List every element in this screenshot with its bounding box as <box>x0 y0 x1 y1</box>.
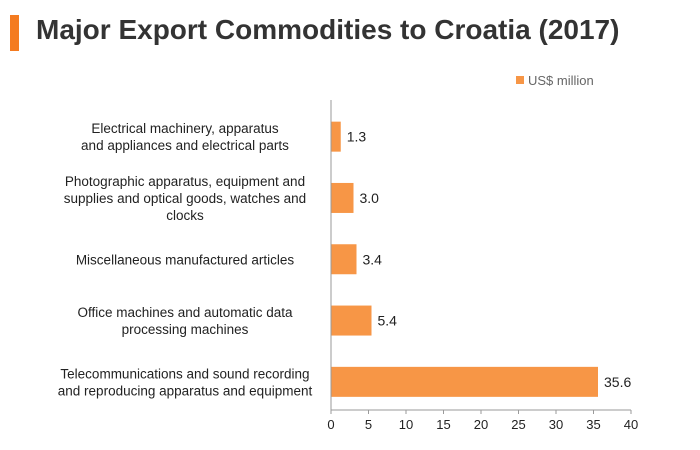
category-label-line: Office machines and automatic data <box>77 305 293 320</box>
x-tick-label: 30 <box>549 417 563 432</box>
chart-title: Major Export Commodities to Croatia (201… <box>36 14 620 45</box>
title-accent-bar <box>10 15 19 51</box>
category-label-line: processing machines <box>122 322 249 337</box>
x-tick-label: 40 <box>624 417 638 432</box>
x-tick-label: 0 <box>327 417 334 432</box>
data-label: 3.0 <box>360 190 380 206</box>
category-label-line: Photographic apparatus, equipment and <box>65 174 305 189</box>
legend: US$ million <box>516 73 594 88</box>
bar <box>331 182 354 213</box>
category-label: Electrical machinery, apparatus and appli… <box>81 121 289 153</box>
x-tick-label: 25 <box>511 417 525 432</box>
category-label-line: Telecommunications and sound recording <box>60 366 309 381</box>
category-label: Miscellaneous manufactured articles <box>76 252 295 267</box>
bar <box>331 366 598 397</box>
x-tick-label: 20 <box>474 417 488 432</box>
category-label-line: Electrical machinery, apparatus <box>91 121 279 136</box>
category-label-line: Miscellaneous manufactured articles <box>76 252 295 267</box>
data-label: 35.6 <box>604 374 631 390</box>
category-label: Photographic apparatus, equipment and sup… <box>64 174 306 223</box>
category-label-line: and reproducing apparatus and equipment <box>58 383 313 398</box>
category-label-line: supplies and optical goods, watches and <box>64 191 306 206</box>
bar <box>331 305 372 336</box>
category-label-line: and appliances and electrical parts <box>81 138 289 153</box>
x-tick-label: 5 <box>365 417 372 432</box>
bar <box>331 244 357 275</box>
legend-label: US$ million <box>528 73 594 88</box>
legend-swatch <box>516 76 524 84</box>
x-tick-label: 15 <box>436 417 450 432</box>
category-label: Telecommunications and sound recording an… <box>58 366 313 398</box>
category-label-line: clocks <box>166 208 204 223</box>
x-tick-label: 35 <box>586 417 600 432</box>
data-label: 3.4 <box>363 251 383 267</box>
data-label: 1.3 <box>347 129 367 145</box>
x-tick-label: 10 <box>399 417 413 432</box>
data-label: 5.4 <box>378 313 398 329</box>
category-label: Office machines and automatic data proces… <box>77 305 293 337</box>
bar <box>331 121 341 152</box>
